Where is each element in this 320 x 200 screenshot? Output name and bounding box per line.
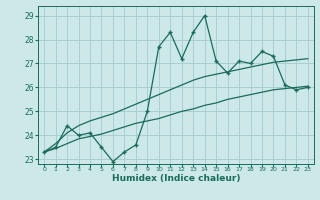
X-axis label: Humidex (Indice chaleur): Humidex (Indice chaleur) xyxy=(112,174,240,183)
